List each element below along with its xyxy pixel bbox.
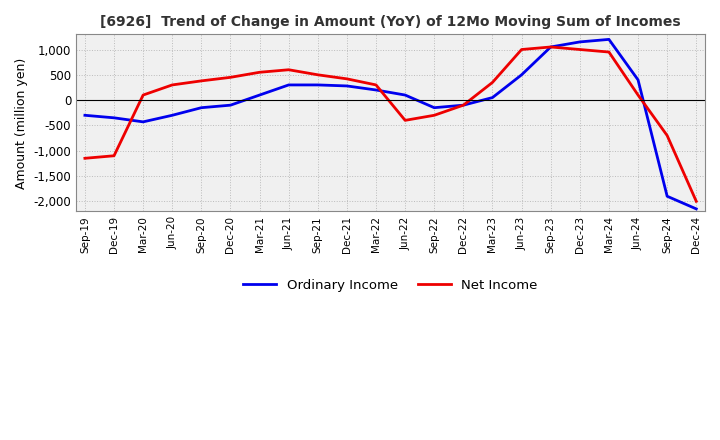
- Net Income: [605, 49, 613, 55]
- Ordinary Income: [546, 44, 555, 50]
- Ordinary Income: [634, 77, 642, 83]
- Y-axis label: Amount (million yen): Amount (million yen): [15, 57, 28, 188]
- Ordinary Income: [488, 95, 497, 100]
- Ordinary Income: [605, 37, 613, 42]
- Net Income: [430, 113, 438, 118]
- Ordinary Income: [459, 103, 468, 108]
- Net Income: [663, 133, 672, 138]
- Net Income: [372, 82, 380, 88]
- Ordinary Income: [430, 105, 438, 110]
- Ordinary Income: [401, 92, 410, 98]
- Ordinary Income: [343, 83, 351, 88]
- Net Income: [81, 156, 89, 161]
- Ordinary Income: [109, 115, 118, 121]
- Net Income: [546, 44, 555, 50]
- Net Income: [109, 153, 118, 158]
- Ordinary Income: [517, 72, 526, 77]
- Net Income: [575, 47, 584, 52]
- Ordinary Income: [575, 39, 584, 44]
- Net Income: [256, 70, 264, 75]
- Net Income: [459, 103, 468, 108]
- Ordinary Income: [256, 92, 264, 98]
- Net Income: [634, 92, 642, 98]
- Net Income: [313, 72, 322, 77]
- Ordinary Income: [168, 113, 176, 118]
- Line: Ordinary Income: Ordinary Income: [85, 40, 696, 209]
- Ordinary Income: [284, 82, 293, 88]
- Title: [6926]  Trend of Change in Amount (YoY) of 12Mo Moving Sum of Incomes: [6926] Trend of Change in Amount (YoY) o…: [100, 15, 681, 29]
- Ordinary Income: [197, 105, 206, 110]
- Net Income: [692, 199, 701, 204]
- Ordinary Income: [226, 103, 235, 108]
- Line: Net Income: Net Income: [85, 47, 696, 202]
- Ordinary Income: [663, 194, 672, 199]
- Net Income: [401, 118, 410, 123]
- Net Income: [343, 76, 351, 81]
- Net Income: [197, 78, 206, 84]
- Net Income: [284, 67, 293, 73]
- Ordinary Income: [372, 88, 380, 93]
- Ordinary Income: [313, 82, 322, 88]
- Net Income: [517, 47, 526, 52]
- Ordinary Income: [139, 119, 148, 125]
- Legend: Ordinary Income, Net Income: Ordinary Income, Net Income: [238, 273, 543, 297]
- Ordinary Income: [81, 113, 89, 118]
- Net Income: [168, 82, 176, 88]
- Net Income: [226, 75, 235, 80]
- Net Income: [488, 80, 497, 85]
- Ordinary Income: [692, 206, 701, 212]
- Net Income: [139, 92, 148, 98]
